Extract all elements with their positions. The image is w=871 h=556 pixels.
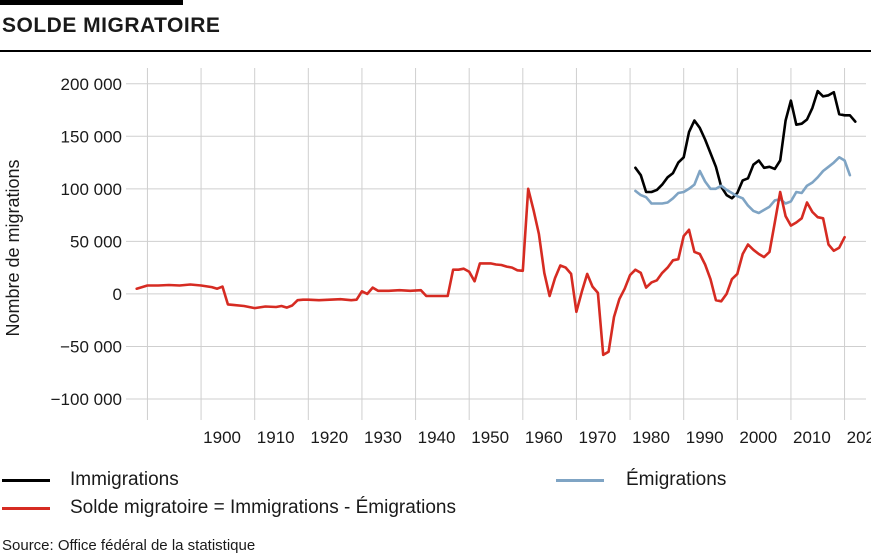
y-tick-label: 200 000 (61, 75, 122, 94)
x-tick-label: 1920 (310, 428, 348, 447)
x-tick-label: 2000 (739, 428, 777, 447)
source-note: Source: Office fédéral de la statistique (2, 537, 256, 554)
legend-swatch-solde (2, 507, 50, 510)
x-tick-label: 1940 (418, 428, 456, 447)
legend-swatch-emigrations (556, 479, 604, 482)
legend-label-immigrations: Immigrations (70, 469, 179, 490)
title-divider (0, 50, 871, 52)
solde-migratoire-line (135, 187, 846, 357)
x-tick-label: 2010 (793, 428, 831, 447)
y-tick-label: −100 000 (51, 390, 122, 409)
y-tick-label: 150 000 (61, 127, 122, 146)
immigrations-line (634, 89, 857, 200)
y-tick-label: 0 (113, 285, 122, 304)
x-tick-label: 1990 (686, 428, 724, 447)
x-tick-label: 1960 (525, 428, 563, 447)
legend-label-solde: Solde migratoire = Immigrations - Émigra… (70, 497, 456, 518)
x-tick-label: 1980 (632, 428, 670, 447)
y-tick-label: 100 000 (61, 180, 122, 199)
y-tick-label: −50 000 (60, 337, 122, 356)
x-tick-label: 1950 (471, 428, 509, 447)
top-accent-bar (0, 0, 183, 5)
x-tick-label: 1910 (257, 428, 295, 447)
x-tick-label: 1930 (364, 428, 402, 447)
x-tick-label: 2020 (847, 428, 871, 447)
x-tick-label: 1970 (579, 428, 617, 447)
x-tick-label: 1900 (203, 428, 241, 447)
y-axis-title: Nombre de migrations (3, 159, 23, 336)
y-tick-label: 50 000 (70, 232, 122, 251)
chart-title: SOLDE MIGRATOIRE (2, 14, 221, 37)
legend-label-emigrations: Émigrations (626, 469, 727, 490)
legend-swatch-immigrations (2, 479, 50, 482)
x-axis-ticks: 1900 1910 1920 1930 1940 1950 1960 1970 1980 1990… (203, 428, 871, 447)
gridlines (126, 68, 866, 420)
emigrations-line (634, 156, 852, 215)
y-axis-ticks: −100 000 −50 000 0 50 000 100 000 150 000 200 … (51, 75, 122, 409)
series-lines (135, 89, 857, 357)
